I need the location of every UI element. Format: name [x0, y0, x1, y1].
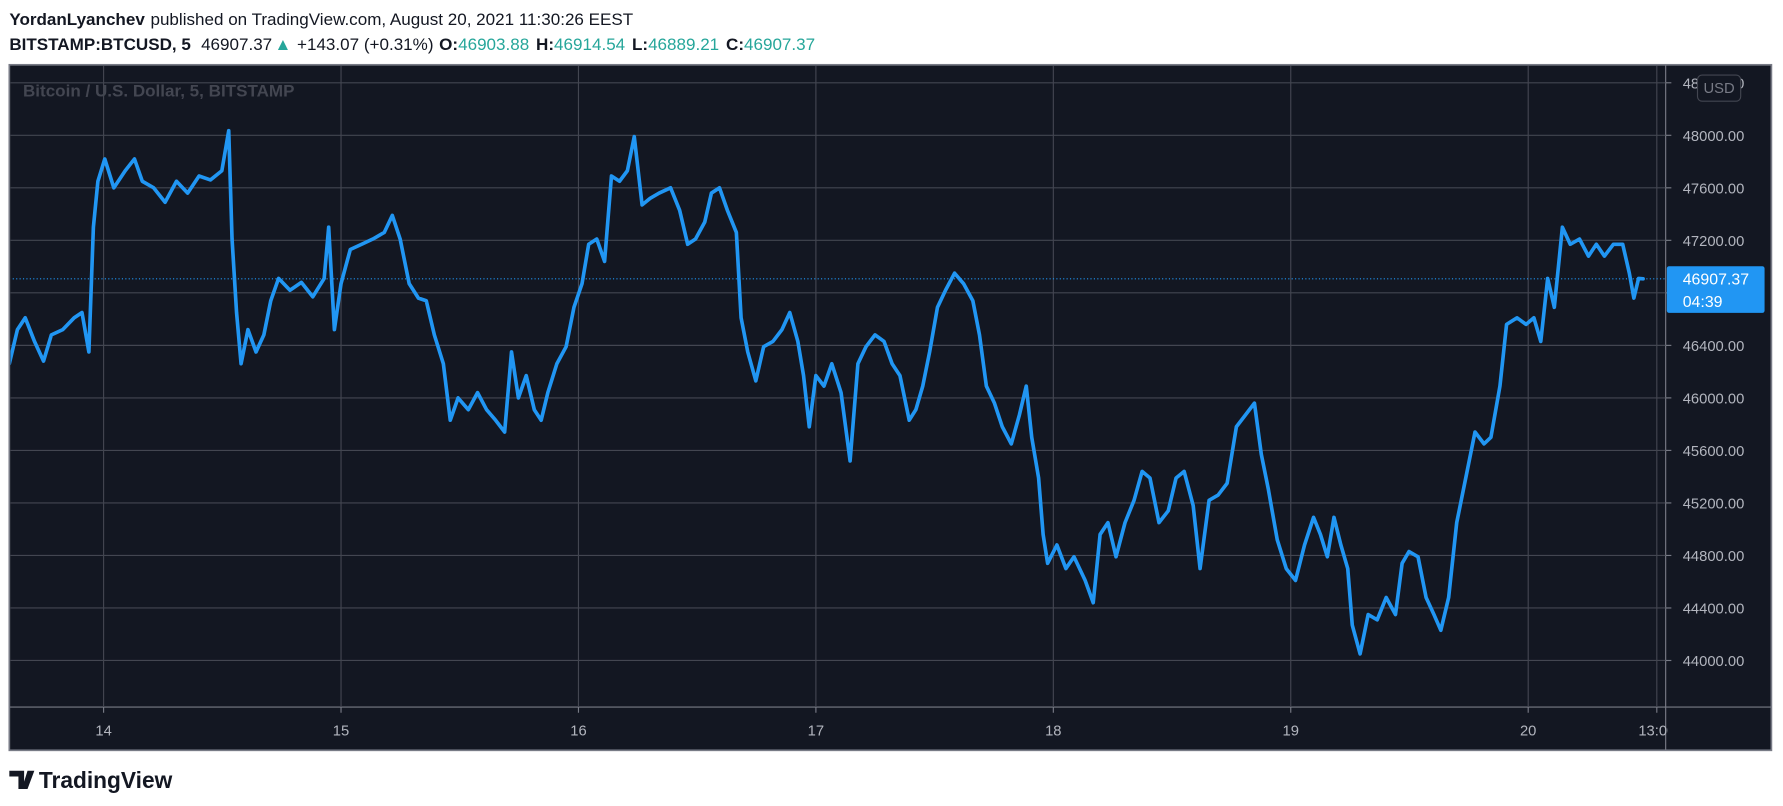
- change: +143.07 (+0.31%): [297, 35, 433, 54]
- published: published on TradingView.com, August 20,…: [150, 10, 633, 29]
- ohlc-label: C:: [726, 35, 744, 54]
- y-tick-label: 44000.00: [1683, 654, 1745, 670]
- brand-logo: TradingView: [9, 767, 173, 793]
- x-tick-label: 18: [1045, 724, 1061, 740]
- brand-name: TradingView: [39, 767, 173, 793]
- ohlc-value: 46903.88: [458, 35, 529, 54]
- y-tick-label: 45600.00: [1683, 444, 1745, 460]
- ohlc-label: L:: [632, 35, 648, 54]
- x-tick-label: 16: [570, 724, 586, 740]
- legend-title: Bitcoin / U.S. Dollar, 5, BITSTAMP: [23, 82, 295, 101]
- last-price-badge: [1666, 266, 1765, 313]
- ohlc-label: O:: [439, 35, 458, 54]
- ohlc-value: 46889.21: [648, 35, 719, 54]
- change-arrow: ▲: [274, 35, 291, 54]
- y-tick-label: 44400.00: [1683, 602, 1745, 618]
- brand-icon: [9, 770, 35, 789]
- y-tick-label: 47200.00: [1683, 234, 1745, 250]
- y-tick-label: 46000.00: [1683, 392, 1745, 408]
- ohlc-value: 46914.54: [554, 35, 625, 54]
- countdown-label: 04:39: [1683, 294, 1723, 311]
- x-tick-label: 14: [95, 724, 111, 740]
- y-tick-label: 45200.00: [1683, 497, 1745, 513]
- symbol: BITSTAMP:BTCUSD, 5: [9, 35, 191, 54]
- x-tick-label: 19: [1283, 724, 1299, 740]
- currency-badge: [1696, 74, 1742, 102]
- price-line: [10, 128, 1645, 656]
- y-tick-label: 44800.00: [1683, 549, 1745, 565]
- x-tick-label: 15: [333, 724, 349, 740]
- header-line-2: BITSTAMP:BTCUSD, 5 46907.37 ▲ +143.07 (+0.3…: [9, 35, 815, 54]
- header-line-1: YordanLyanchev published on TradingView.c…: [9, 10, 633, 29]
- chart-frame: [8, 63, 1773, 752]
- x-tick-label: 20: [1520, 724, 1536, 740]
- last-price: 46907.37: [201, 35, 272, 54]
- x-tick-label: 13:00: [1638, 724, 1675, 740]
- x-tick-label: 17: [808, 724, 824, 740]
- y-tick-label: 47600.00: [1683, 182, 1745, 198]
- y-tick-label: 46400.00: [1683, 339, 1745, 355]
- ohlc-label: H:: [536, 35, 554, 54]
- ohlc-value: 46907.37: [744, 35, 815, 54]
- author: YordanLyanchev: [9, 10, 145, 29]
- y-tick-label: 48000.00: [1683, 129, 1745, 145]
- currency: USD: [1704, 81, 1735, 97]
- last-price-label: 46907.37: [1683, 271, 1749, 288]
